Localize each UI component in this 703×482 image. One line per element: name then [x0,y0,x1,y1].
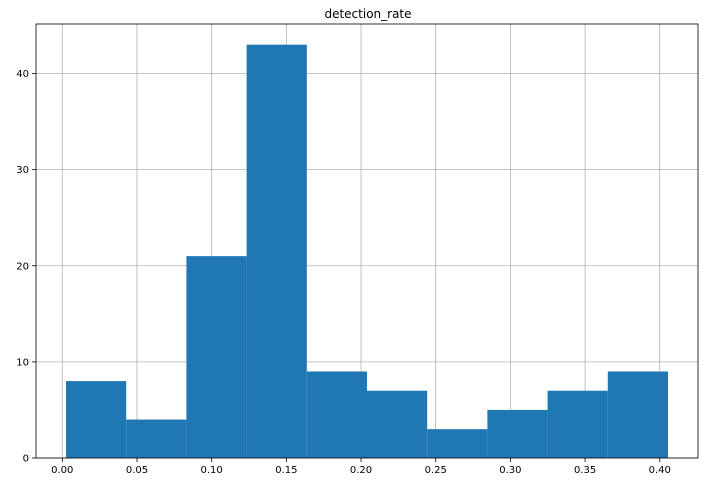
y-tick-label-0: 0 [23,454,29,465]
x-tick-label-3: 0.15 [275,465,297,476]
histogram-bar-9 [607,371,668,458]
axes: 0.00 0.05 0.10 0.15 0.20 0.25 0.30 0.35 0.40 0 10 2… [16,23,699,476]
histogram-bars [66,44,668,459]
histogram-bar-0 [66,381,127,458]
x-tick-label-0: 0.00 [51,465,73,476]
x-tick-label-7: 0.35 [574,465,596,476]
x-tick-label-2: 0.10 [201,465,223,476]
y-tick-label-3: 30 [16,165,29,176]
x-tick-label-8: 0.40 [649,465,671,476]
y-tick-label-4: 40 [16,69,29,80]
histogram-bar-3 [246,44,307,459]
histogram-bar-6 [427,429,488,458]
x-tick-label-1: 0.05 [126,465,148,476]
grid-lines [36,24,698,459]
x-tick-label-6: 0.30 [499,465,521,476]
histogram-bar-5 [367,390,428,458]
histogram-bar-1 [126,419,187,458]
chart-title: detection_rate [324,7,411,21]
histogram-bar-2 [186,256,247,458]
y-tick-label-2: 20 [16,261,29,272]
y-tick-label-1: 10 [16,357,29,368]
x-tick-label-5: 0.25 [425,465,447,476]
histogram-bar-8 [547,390,608,458]
histogram-bar-7 [487,409,548,458]
x-tick-label-4: 0.20 [350,465,372,476]
axes-frame [35,23,699,459]
histogram-bar-4 [306,371,367,458]
